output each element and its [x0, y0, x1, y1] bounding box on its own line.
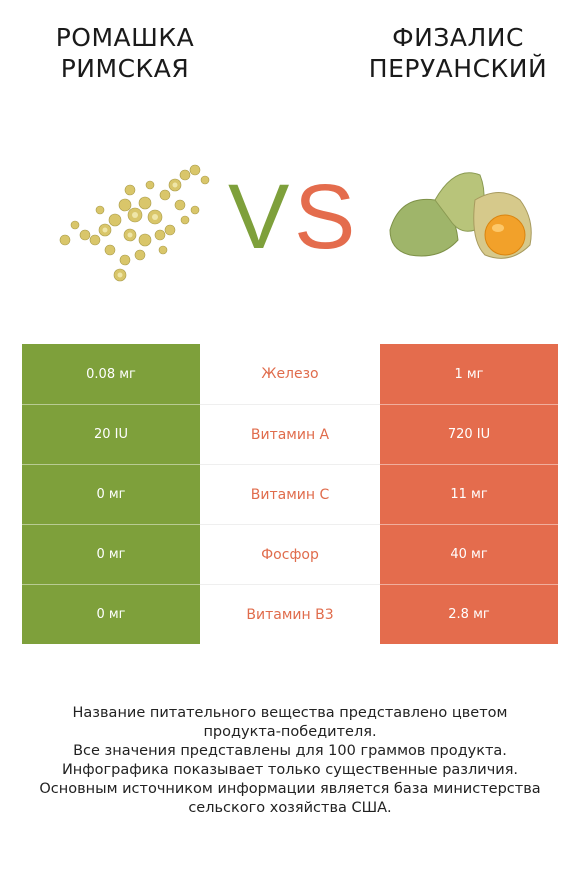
left-value: 20 IU: [22, 404, 200, 464]
comparison-table: 0.08 мг Железо 1 мг 20 IU Витамин A 720 …: [22, 344, 558, 644]
footnote-line: Инфографика показывает только существенн…: [61, 762, 519, 778]
left-food-title: Ромашка римская: [55, 23, 195, 83]
table-row: 0 мг Витамин B3 2.8 мг: [22, 584, 558, 644]
chamomile-image: [45, 145, 225, 295]
left-value: 0.08 мг: [22, 344, 200, 404]
table-row: 20 IU Витамин A 720 IU: [22, 404, 558, 464]
vs-label: V S: [226, 160, 355, 268]
nutrient-label: Витамин A: [200, 404, 380, 464]
footnote-line: Основным источником информации является …: [39, 781, 541, 797]
table-row: 0 мг Витамин C 11 мг: [22, 464, 558, 524]
nutrient-label: Железо: [261, 366, 319, 382]
footnote-line: продукта-победителя.: [203, 724, 377, 740]
footnote-line: Название питательного вещества представл…: [72, 705, 508, 721]
vs-v: V: [228, 166, 289, 260]
footnote-line: Все значения представлены для 100 граммо…: [73, 743, 507, 759]
nutrient-label: Витамин C: [200, 464, 380, 524]
table-row: 0.08 мг Железо 1 мг: [22, 344, 558, 404]
footnotes: Название питательного вещества представл…: [20, 704, 560, 818]
right-value: 2.8 мг: [380, 584, 558, 644]
right-value: 1 мг: [380, 344, 558, 404]
left-value: 0 мг: [22, 584, 200, 644]
footnote-line: сельского хозяйства США.: [188, 800, 392, 816]
table-row: 0 мг Фосфор 40 мг: [22, 524, 558, 584]
physalis-image: [380, 160, 550, 275]
nutrient-label: Витамин B3: [200, 584, 380, 644]
right-food-title: Физалис перуанский: [368, 23, 548, 83]
right-value: 720 IU: [380, 404, 558, 464]
nutrient-label: Фосфор: [200, 524, 380, 584]
left-value: 0 мг: [22, 524, 200, 584]
right-value: 40 мг: [380, 524, 558, 584]
vs-s: S: [294, 166, 354, 260]
right-value: 11 мг: [380, 464, 558, 524]
left-value: 0 мг: [22, 464, 200, 524]
